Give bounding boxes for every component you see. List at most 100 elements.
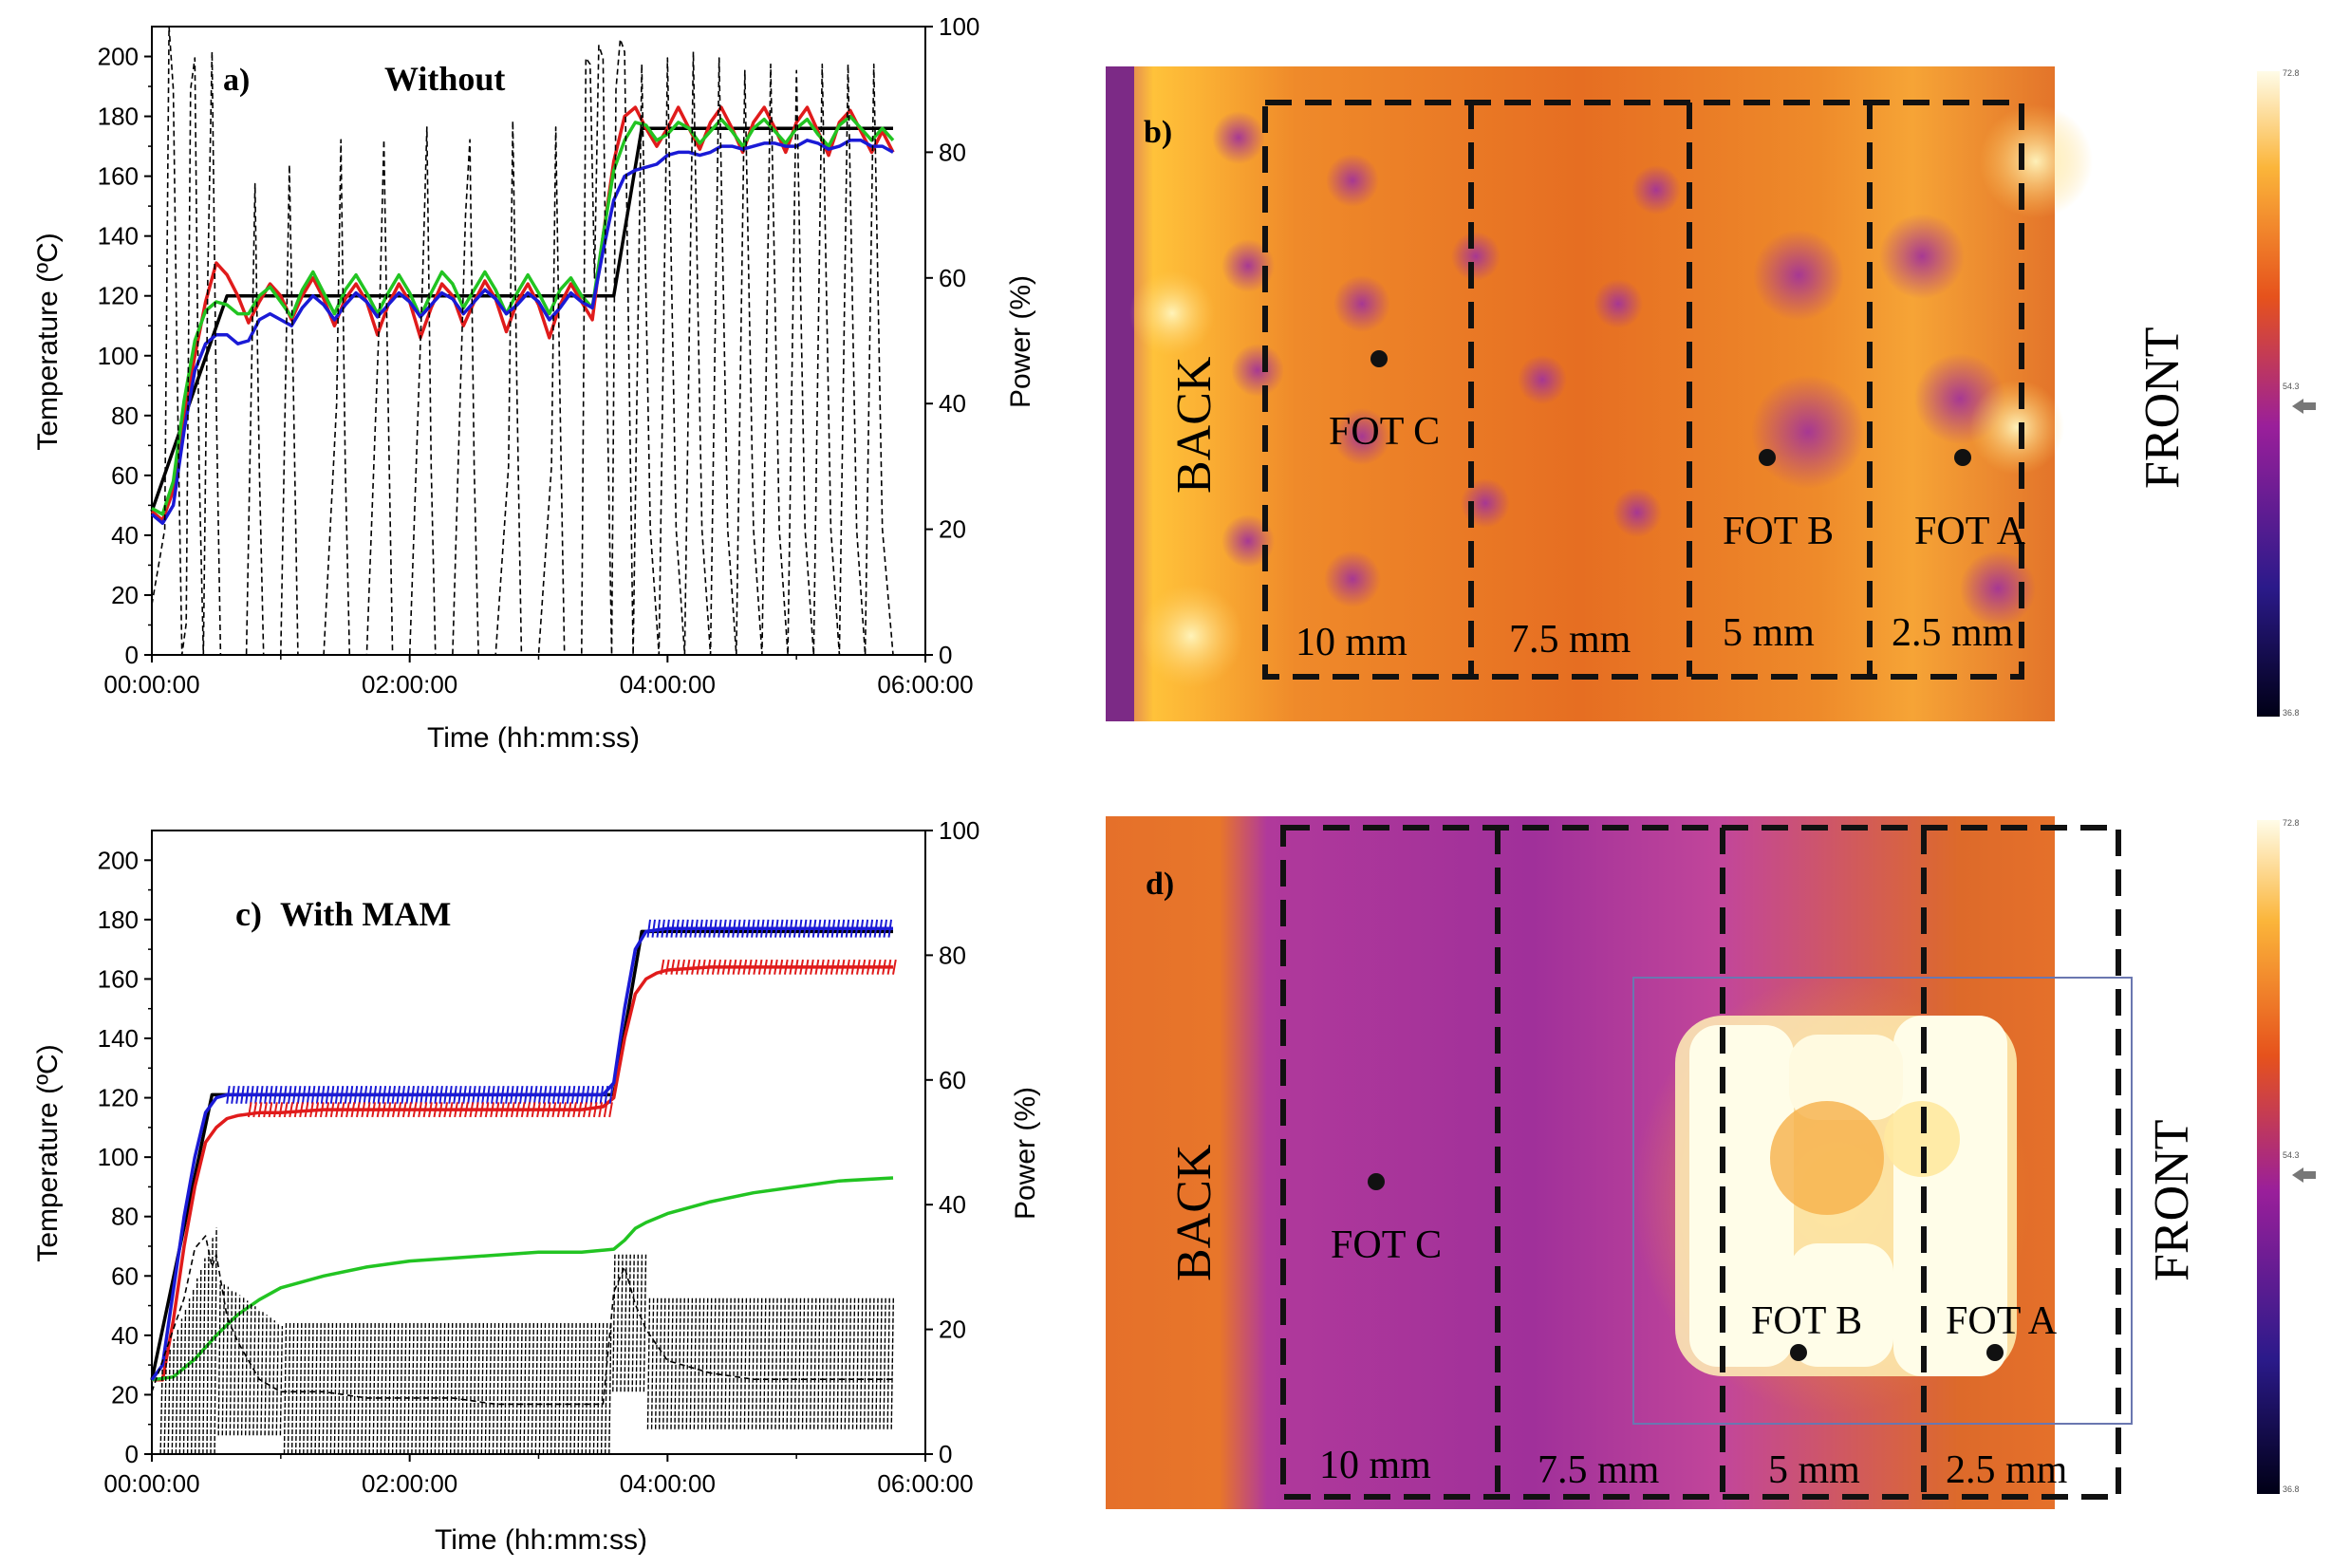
chart-a-ytick-label: 100 xyxy=(98,342,139,370)
thermogram-b-cbar-mid: 54.3 xyxy=(2283,382,2300,391)
chart-a-series-4 xyxy=(151,26,894,656)
chart-c-ytick-label: 160 xyxy=(98,964,139,993)
chart-c-ytick-label: 40 xyxy=(111,1321,139,1350)
thermogram-b-cbar-arrow-icon xyxy=(2292,399,2316,414)
chart-c-xtick-label: 02:00:00 xyxy=(362,1469,457,1498)
thermogram-d-zone-10: 10 mm xyxy=(1319,1444,1431,1487)
thermogram-d-fot-c-label: FOT C xyxy=(1331,1223,1442,1267)
chart-a-xtick-label: 04:00:00 xyxy=(620,670,716,699)
thermogram-d-panel-label: d) xyxy=(1146,867,1174,902)
thermogram-d-fot-a-dot xyxy=(1986,1344,2004,1361)
chart-a-ytick-label: 0 xyxy=(125,641,139,669)
thermogram-d-cbar-arrow-icon xyxy=(2292,1167,2316,1183)
thermogram-d-fot-b-label: FOT B xyxy=(1751,1299,1862,1343)
chart-c-xlabel: Time (hh:mm:ss) xyxy=(435,1524,647,1556)
chart-c-y2tick-label: 20 xyxy=(939,1316,966,1344)
thermogram-d-hot-region xyxy=(1632,978,2031,1414)
chart-a-xtick-label: 02:00:00 xyxy=(362,670,457,699)
chart-c-ytick-label: 0 xyxy=(125,1440,139,1468)
chart-a-ytick-label: 180 xyxy=(98,103,139,131)
chart-c: 0 20 40 60 80 100 120 140 160 180 200 0 20 40 60 80 100 0… xyxy=(32,816,1041,1556)
thermogram-b-zone-7-5: 7.5 mm xyxy=(1509,618,1631,662)
chart-c-panel-label: c) xyxy=(235,895,262,933)
thermogram-d-cbar-min: 36.8 xyxy=(2283,1484,2300,1494)
chart-a-y2label: Power (%) xyxy=(1005,275,1036,408)
thermogram-b-fot-b-label: FOT B xyxy=(1723,510,1834,553)
chart-a-xlabel: Time (hh:mm:ss) xyxy=(427,722,640,754)
chart-c-ytick-label: 80 xyxy=(111,1203,139,1231)
thermogram-d-back-label: BACK xyxy=(1167,1144,1221,1281)
chart-a-y2tick-label: 60 xyxy=(939,264,966,292)
thermogram-b-front-label: FRONT xyxy=(2135,327,2190,489)
chart-a-ytick-label: 20 xyxy=(111,581,139,609)
chart-c-y2tick-label: 0 xyxy=(939,1440,952,1468)
chart-a-y2tick-label: 100 xyxy=(939,12,979,41)
chart-a-ytick-label: 80 xyxy=(111,401,139,430)
chart-a-y2tick-label: 20 xyxy=(939,515,966,544)
thermogram-d-roi-box xyxy=(1632,977,2133,1425)
thermogram-d-colorbar xyxy=(2257,820,2280,1494)
chart-c-ytick-label: 120 xyxy=(98,1084,139,1112)
thermogram-b-cbar-min: 36.8 xyxy=(2283,708,2300,718)
chart-a-y2tick-label: 0 xyxy=(939,641,952,669)
chart-c-xtick-label: 06:00:00 xyxy=(877,1469,973,1498)
thermogram-b-fot-b-dot xyxy=(1759,449,1776,466)
thermogram-d-cbar-max: 72.8 xyxy=(2283,818,2300,828)
thermogram-d-fot-c-dot xyxy=(1368,1173,1385,1190)
chart-c-ylabel: Temperature (ºC) xyxy=(32,1044,64,1261)
chart-a-ytick-label: 200 xyxy=(98,43,139,71)
chart-a-xtick-label: 06:00:00 xyxy=(877,670,973,699)
chart-c-plot: 0 20 40 60 80 100 120 140 160 180 200 0 20 40 60 80 100 0… xyxy=(98,816,980,1498)
thermogram-d-fot-b-dot xyxy=(1790,1344,1807,1361)
thermogram-d-cbar-mid: 54.3 xyxy=(2283,1150,2300,1160)
thermogram-b-image: 72.8 54.3 36.8 b) BACK FRONT FOT C FOT B… xyxy=(1106,66,2316,721)
chart-c-ytick-label: 100 xyxy=(98,1143,139,1171)
chart-a-y2tick-label: 40 xyxy=(939,389,966,418)
thermogram-b-fot-c-label: FOT C xyxy=(1329,410,1440,454)
chart-a-xtick-label: 00:00:00 xyxy=(103,670,199,699)
thermogram-b-zones xyxy=(1262,100,2024,680)
thermogram-d-zone-5: 5 mm xyxy=(1768,1448,1860,1492)
thermogram-b-zone-5: 5 mm xyxy=(1723,611,1815,655)
chart-c-y2tick-label: 100 xyxy=(939,816,979,845)
chart-c-blue-ripple xyxy=(226,919,892,1104)
chart-a-panel-label: a) xyxy=(223,63,250,98)
thermogram-b-cbar-max: 72.8 xyxy=(2283,68,2300,78)
thermogram-d-fot-a-label: FOT A xyxy=(1946,1299,2058,1343)
thermogram-b-zone-2-5: 2.5 mm xyxy=(1892,611,2014,655)
chart-c-xtick-label: 04:00:00 xyxy=(620,1469,716,1498)
chart-c-y2tick-label: 80 xyxy=(939,941,966,969)
chart-a-series-3 xyxy=(150,139,894,526)
chart-a-series-0 xyxy=(150,126,893,513)
thermogram-b-fot-a-dot xyxy=(1954,449,1971,466)
thermogram-d-zone-2-5: 2.5 mm xyxy=(1946,1448,2068,1492)
thermogram-d: 72.8 54.3 36.8 d) BACK FRONT FOT C FOT B… xyxy=(1106,816,2340,1509)
chart-c-series-5 xyxy=(151,1235,893,1406)
thermogram-b-fot-c-dot xyxy=(1370,350,1388,367)
chart-c-y2tick-label: 60 xyxy=(939,1066,966,1094)
chart-a-y2tick-label: 80 xyxy=(939,138,966,166)
chart-c-ytick-label: 140 xyxy=(98,1024,139,1053)
chart-a-series-1 xyxy=(150,105,895,522)
thermogram-d-zone-7-5: 7.5 mm xyxy=(1538,1448,1660,1492)
chart-a-ytick-label: 160 xyxy=(98,162,139,191)
chart-c-title: With MAM xyxy=(280,895,451,933)
chart-c-power-texture xyxy=(159,1227,894,1455)
thermogram-b-panel-label: b) xyxy=(1144,115,1172,150)
chart-a: 0 20 40 60 80 100 120 140 160 180 200 0 20 40 60 80 100 0… xyxy=(32,12,1036,754)
thermogram-d-image: 72.8 54.3 36.8 d) BACK FRONT FOT C FOT B… xyxy=(1106,816,2316,1509)
chart-c-ytick-label: 20 xyxy=(111,1380,139,1409)
chart-c-ytick-label: 60 xyxy=(111,1261,139,1290)
chart-a-ytick-label: 60 xyxy=(111,461,139,490)
thermogram-b-fot-a-label: FOT A xyxy=(1914,510,2026,553)
chart-c-y2label: Power (%) xyxy=(1010,1087,1041,1220)
chart-a-ytick-label: 120 xyxy=(98,282,139,310)
chart-c-red-ripple xyxy=(247,959,897,1118)
thermogram-b: 72.8 54.3 36.8 b) BACK FRONT FOT C FOT B… xyxy=(1106,66,2340,721)
chart-c-ytick-label: 200 xyxy=(98,846,139,874)
thermogram-d-front-label: FRONT xyxy=(2145,1120,2199,1281)
chart-a-ytick-label: 140 xyxy=(98,222,139,251)
chart-a-ytick-label: 40 xyxy=(111,521,139,550)
thermogram-b-back-label: BACK xyxy=(1167,356,1221,494)
chart-c-ytick-label: 180 xyxy=(98,905,139,934)
